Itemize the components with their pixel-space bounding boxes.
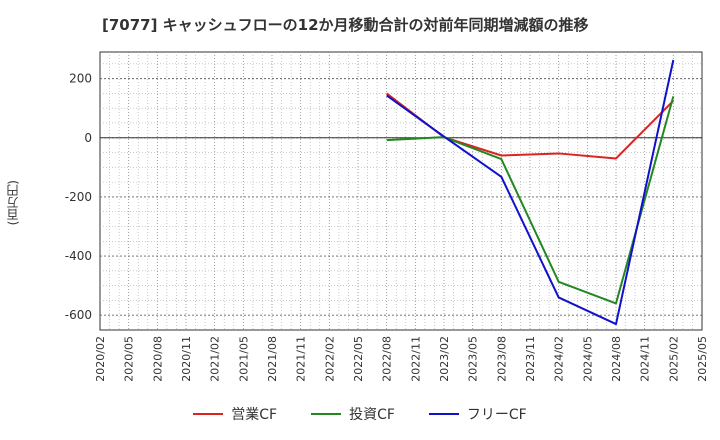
- series-line-2: [386, 59, 675, 326]
- legend-label-investing-cf: 投資CF: [349, 407, 395, 423]
- x-tick-label: 2025/02: [667, 336, 680, 382]
- x-tick-label: 2021/02: [209, 336, 222, 382]
- x-tick-label: 2023/02: [438, 336, 451, 382]
- x-tick-label: 2020/08: [151, 336, 164, 382]
- legend-item-free-cf: フリーCF: [428, 404, 527, 424]
- legend-swatch-operating-cf: [193, 413, 224, 415]
- x-tick-label: 2022/08: [381, 336, 394, 382]
- chart-title: [7077] キャッシュフローの12か月移動合計の対前年同期増減額の推移: [102, 16, 589, 34]
- legend-label-free-cf: フリーCF: [466, 407, 527, 423]
- legend-swatch-investing-cf: [311, 413, 342, 415]
- plot-area: [99, 51, 703, 331]
- x-tick-label: 2020/02: [94, 336, 107, 382]
- legend-swatch-free-cf: [428, 413, 459, 415]
- x-tick-label: 2021/11: [295, 336, 308, 382]
- x-tick-label: 2020/11: [180, 336, 193, 382]
- x-tick-label: 2023/08: [495, 336, 508, 382]
- x-tick-label: 2023/11: [524, 336, 537, 382]
- legend-item-operating-cf: 営業CF: [193, 404, 277, 424]
- x-tick-label: 2024/11: [639, 336, 652, 382]
- x-tick-label: 2022/05: [352, 336, 365, 382]
- x-tick-label: 2025/05: [696, 336, 709, 382]
- legend: 営業CF 投資CF フリーCF: [0, 404, 720, 424]
- y-tick-label: 0: [84, 131, 92, 145]
- grid-layer: [100, 52, 702, 330]
- x-tick-label: 2021/05: [237, 336, 250, 382]
- y-tick-label: -400: [65, 249, 92, 263]
- series-line-1: [386, 96, 675, 305]
- y-tick-label: 200: [69, 72, 92, 86]
- x-tick-label: 2023/05: [467, 336, 480, 382]
- y-tick-label: -600: [65, 308, 92, 322]
- y-tick-label: -200: [65, 190, 92, 204]
- x-tick-label: 2020/05: [123, 336, 136, 382]
- x-tick-label: 2022/11: [409, 336, 422, 382]
- legend-label-operating-cf: 営業CF: [231, 407, 278, 423]
- legend-item-investing-cf: 投資CF: [311, 404, 395, 424]
- series-layer: [386, 59, 675, 326]
- x-tick-label: 2024/02: [553, 336, 566, 382]
- x-tick-label: 2022/02: [323, 336, 336, 382]
- axis-layer: 2020/02 2020/05 2020/08 2020/11 2021/02 2021/…: [65, 72, 709, 382]
- x-tick-label: 2024/05: [581, 336, 594, 382]
- x-tick-label: 2021/08: [266, 336, 279, 382]
- x-tick-label: 2024/08: [610, 336, 623, 382]
